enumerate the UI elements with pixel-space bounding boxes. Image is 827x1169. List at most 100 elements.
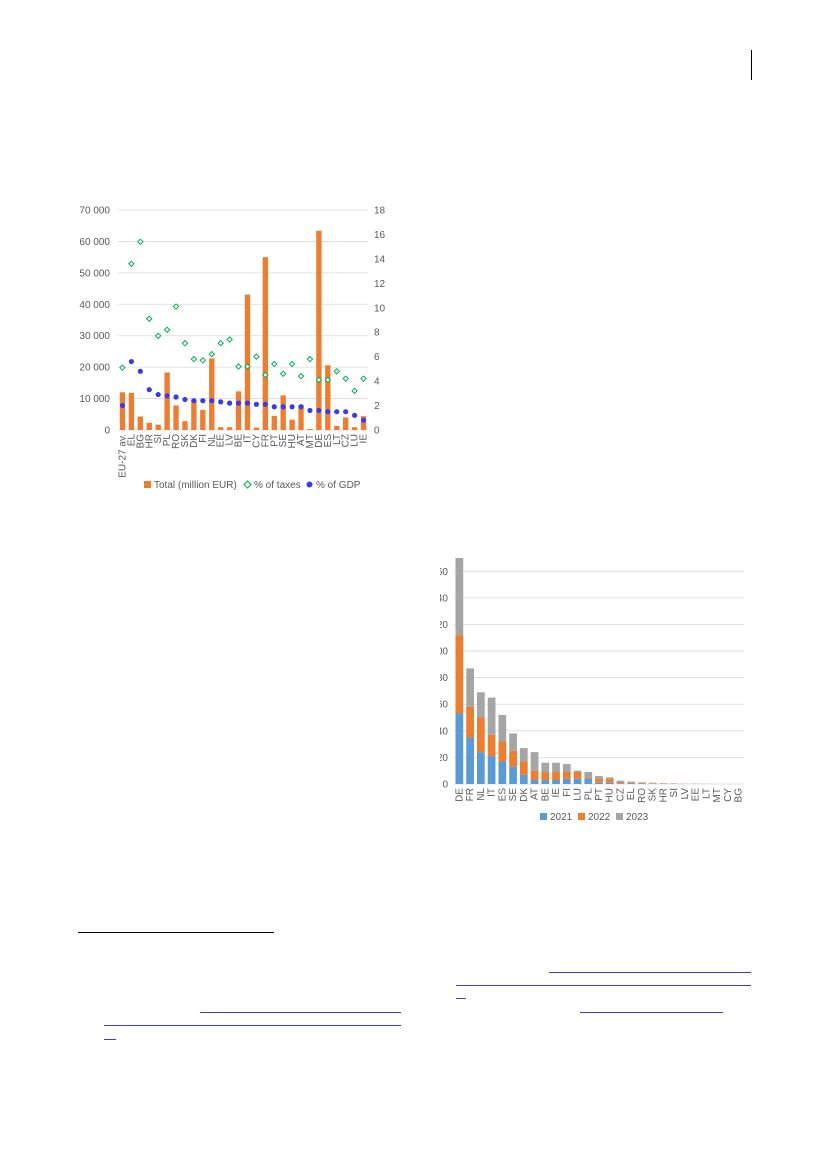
category-label: CZ [615, 788, 626, 801]
taxes-point [199, 357, 207, 364]
taxes-point [128, 260, 135, 268]
left-tick-label: 20 000 [79, 363, 110, 374]
footnote-link-underline[interactable] [456, 998, 466, 999]
bar [209, 358, 215, 430]
footnote-link-underline[interactable] [456, 985, 751, 986]
category-label: IT [487, 788, 498, 797]
y-tick-label: 20 [440, 753, 448, 764]
stacked-bar-segment [530, 752, 539, 771]
gdp-point [146, 387, 152, 393]
footnote-link-underline[interactable] [549, 972, 751, 973]
taxes-point [244, 363, 251, 370]
category-label: LU [350, 434, 361, 447]
category-label: FI [562, 788, 573, 797]
footnote-link-underline[interactable] [200, 1012, 401, 1013]
taxes-point [306, 355, 314, 363]
bar [280, 395, 286, 430]
stacked-bar-segment [648, 782, 657, 784]
bar [289, 419, 295, 430]
stacked-bar-segment [541, 780, 550, 784]
bar [218, 427, 224, 430]
category-label: ES [323, 434, 334, 448]
stacked-bar-segment [573, 778, 582, 784]
category-label: SK [180, 434, 191, 448]
category-label: EL [126, 434, 137, 447]
category-label: NL [476, 788, 487, 801]
right-tick-label: 18 [374, 206, 386, 217]
gdp-point [262, 401, 268, 407]
stacked-bar-segment [487, 697, 496, 735]
right-tick-label: 8 [374, 328, 380, 339]
category-label: BE [540, 788, 551, 802]
stacked-bar-segment [487, 756, 496, 784]
stacked-bar-segment [530, 770, 539, 781]
stacked-bar-segment [562, 778, 571, 784]
left-tick-label: 50 000 [79, 268, 110, 279]
category-label: FI [198, 434, 209, 443]
bar [128, 392, 135, 430]
taxes-point [360, 375, 367, 382]
gdp-point [352, 412, 358, 418]
bar [226, 427, 233, 430]
y-tick-label: 40 [440, 726, 448, 737]
bar [191, 399, 197, 430]
taxes-point [288, 360, 296, 368]
stacked-bar-segment [509, 733, 517, 751]
stacked-bar-segment [476, 717, 485, 753]
category-label: EL [626, 788, 637, 801]
stacked-bar-segment [476, 692, 485, 718]
category-label: DK [519, 788, 530, 802]
taxes-point [324, 376, 332, 384]
category-label: LV [225, 434, 236, 446]
stacked-bar-segment [616, 783, 625, 784]
taxes-point [270, 360, 278, 368]
bar [146, 422, 152, 430]
category-label: FR [260, 434, 271, 447]
stacked-bar-segment [498, 761, 507, 784]
gdp-point [325, 409, 331, 415]
stacked-bar-segment [552, 772, 560, 781]
footnote-link-underline[interactable] [104, 1025, 401, 1026]
gdp-point [316, 407, 322, 414]
footnote-link-underline[interactable] [104, 1039, 116, 1040]
stacked-bar-segment [584, 778, 593, 784]
category-label: EU-27 av. [117, 434, 128, 478]
gdp-point [164, 393, 170, 399]
taxes-point [279, 370, 287, 378]
taxes-point [163, 326, 171, 334]
bar [155, 424, 161, 430]
stacked-bar-segment [638, 782, 646, 784]
legend-label: Total (million EUR) [154, 480, 237, 491]
category-label: ES [497, 788, 508, 802]
footnote-link-underline[interactable] [580, 1012, 723, 1013]
category-label: RO [171, 434, 182, 449]
taxes-point [235, 363, 242, 370]
stacked-bar-segment [605, 777, 614, 779]
category-label: DE [454, 788, 465, 802]
legend-swatch [578, 813, 585, 820]
bar [244, 294, 251, 430]
bar [271, 415, 277, 430]
gdp-point [253, 401, 259, 407]
bar [298, 404, 304, 430]
category-label: MT [712, 788, 723, 802]
left-tick-label: 0 [104, 426, 110, 437]
category-label: AT [296, 434, 307, 446]
left-tick-label: 70 000 [79, 206, 110, 217]
stacked-bar-segment [487, 734, 496, 757]
stacked-bar-segment [562, 772, 571, 779]
taxes-point [154, 332, 162, 340]
gdp-point [343, 409, 349, 415]
stacked-bar-segment [552, 780, 560, 784]
gdp-point [280, 404, 286, 410]
taxes-point [333, 368, 341, 375]
combo-chart-svg: 0 10 000 20 000 30 000 40 000 50 000 60 000 70 … [79, 206, 386, 492]
category-label: HU [287, 434, 298, 448]
stacked-chart-svg: 0 20 40 60 80 100 120 140 160 DEFRNLITESSEDKATBEI… [431, 558, 745, 823]
gdp-point [289, 404, 295, 410]
category-label: MT [305, 434, 316, 448]
stacked-bar-segment [627, 782, 636, 784]
legend-swatch [243, 480, 252, 489]
taxes-point [217, 339, 224, 347]
bar [262, 257, 268, 430]
